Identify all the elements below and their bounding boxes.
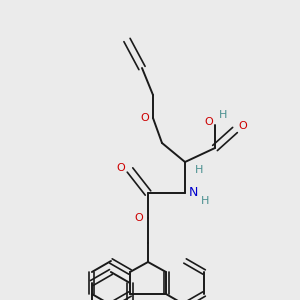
Text: O: O — [117, 163, 125, 173]
Text: H: H — [201, 196, 209, 206]
Text: H: H — [195, 165, 203, 175]
Text: O: O — [238, 121, 247, 131]
Text: O: O — [135, 213, 143, 223]
Text: H: H — [219, 110, 227, 120]
Text: O: O — [141, 113, 149, 123]
Text: O: O — [205, 117, 213, 127]
Text: N: N — [188, 187, 198, 200]
